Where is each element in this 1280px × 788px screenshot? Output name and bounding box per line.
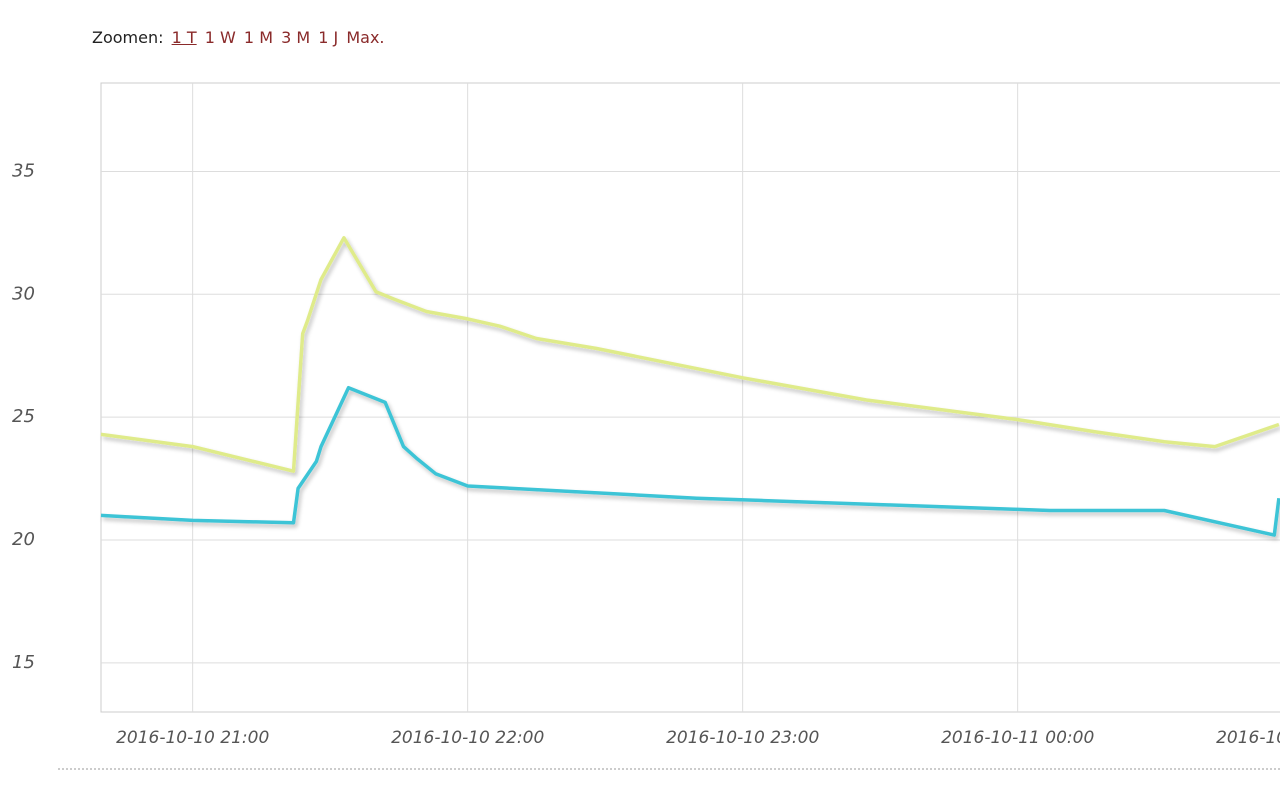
- x-tick-label: 2016-10-11 01:00: [1216, 728, 1280, 748]
- zoom-link[interactable]: 1 M: [243, 28, 273, 47]
- zoom-link[interactable]: 1 T: [171, 28, 197, 47]
- series-line: [100, 236, 1280, 473]
- x-tick-label: 2016-10-10 21:00: [116, 728, 269, 748]
- y-tick-label: 35: [12, 160, 35, 181]
- zoom-label: Zoomen:: [92, 28, 164, 47]
- zoom-bar: Zoomen: 1 T 1 W 1 M 3 M 1 J Max.: [92, 28, 385, 47]
- y-tick-label: 25: [12, 406, 35, 427]
- x-tick-label: 2016-10-10 22:00: [391, 728, 544, 748]
- series-line: [100, 385, 1280, 537]
- zoom-link[interactable]: 1 W: [204, 28, 236, 47]
- y-tick-label: 30: [12, 283, 35, 304]
- zoom-link[interactable]: 3 M: [281, 28, 311, 47]
- separator: [58, 768, 1280, 770]
- y-tick-label: 15: [12, 652, 35, 673]
- zoom-link[interactable]: Max.: [346, 28, 385, 47]
- x-tick-label: 2016-10-11 00:00: [941, 728, 1094, 748]
- zoom-link[interactable]: 1 J: [318, 28, 339, 47]
- x-tick-label: 2016-10-10 23:00: [666, 728, 819, 748]
- plot-border: [100, 82, 1280, 713]
- y-tick-label: 20: [12, 529, 35, 550]
